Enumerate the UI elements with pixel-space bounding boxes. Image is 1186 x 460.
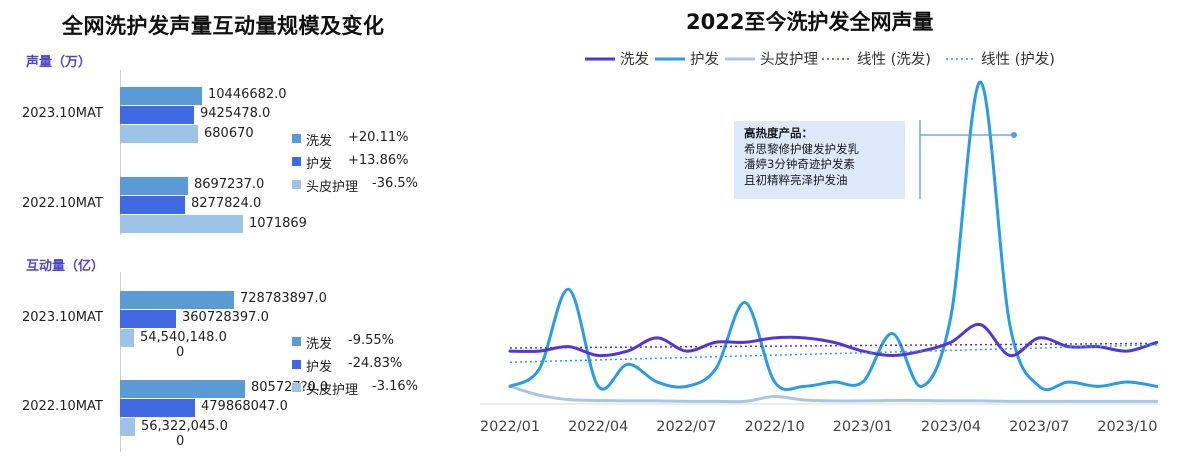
bar-value-label: 10446682.0 xyxy=(208,87,287,102)
bar-value-label-wrap: 0 xyxy=(176,345,185,360)
volume-section-label: 声量（万） xyxy=(26,55,92,70)
bar xyxy=(120,106,194,124)
category-label: 2023.10MAT xyxy=(22,106,103,121)
bar xyxy=(120,87,202,105)
x-tick-label: 2022/04 xyxy=(568,419,628,435)
bar-value-label: 1071869 xyxy=(249,216,307,231)
bar xyxy=(120,399,195,417)
x-tick-label: 2023/01 xyxy=(833,419,893,435)
legend-swatch xyxy=(292,180,301,189)
bar-axis xyxy=(120,70,121,235)
legend-label: 线性 (护发) xyxy=(981,51,1055,68)
bar-value-label-wrap: 0 xyxy=(176,434,185,449)
legend-label: 洗发 xyxy=(620,51,649,68)
legend-label: 护发 xyxy=(306,360,333,375)
bar-value-label: 805727?0.0 xyxy=(251,380,329,395)
legend-label: 洗发 xyxy=(306,134,333,149)
bar-value-label: 8277824.0 xyxy=(191,196,262,211)
bar xyxy=(120,215,243,233)
bar xyxy=(120,310,176,328)
x-tick-label: 2023/10 xyxy=(1097,419,1157,435)
left-chart-title: 全网洗护发声量互动量规模及变化 xyxy=(62,14,385,38)
legend-change: -24.83% xyxy=(348,356,403,371)
bar xyxy=(120,177,188,195)
legend-change: -36.5% xyxy=(372,176,418,191)
bar xyxy=(120,418,135,436)
annotation-box: 高热度产品： 希思黎修护健发护发乳 潘婷3分钟奇迹护发素 且初精粹亮泽护发油 xyxy=(734,121,905,199)
right-chart-title: 2022至今洗护发全网声量 xyxy=(686,10,934,34)
category-label: 2022.10MAT xyxy=(22,399,103,414)
legend-change: -3.16% xyxy=(372,379,418,394)
x-tick-label: 2023/04 xyxy=(921,419,981,435)
x-tick-label: 2022/10 xyxy=(744,419,804,435)
category-label: 2023.10MAT xyxy=(22,310,103,325)
legend-label: 头皮护理 xyxy=(306,180,359,195)
legend-label: 头皮护理 xyxy=(306,383,359,398)
legend-change: +13.86% xyxy=(348,153,409,168)
bar-axis xyxy=(120,272,121,452)
annotation-dot xyxy=(1011,132,1017,138)
series-line xyxy=(508,80,1159,392)
legend-label: 护发 xyxy=(690,51,719,68)
x-tick-label: 2022/07 xyxy=(656,419,716,435)
legend-swatch xyxy=(292,383,301,392)
bar-value-label: 56,322,045.0 xyxy=(141,419,228,434)
x-tick-label: 2022/01 xyxy=(480,419,540,435)
annotation-heading: 高热度产品： xyxy=(744,126,813,140)
bar-value-label: 728783897.0 xyxy=(240,291,327,306)
legend-swatch xyxy=(292,360,301,369)
legend-label: 洗发 xyxy=(306,337,333,352)
interaction-section-label: 互动量（亿） xyxy=(26,259,105,274)
category-label: 2022.10MAT xyxy=(22,196,103,211)
bar xyxy=(120,125,198,143)
bar xyxy=(120,291,234,309)
series-line xyxy=(508,323,1159,358)
bar xyxy=(120,329,134,347)
annotation-line: 潘婷3分钟奇迹护发素 xyxy=(744,157,855,171)
bar-value-label: 54,540,148.0 xyxy=(140,330,227,345)
bar xyxy=(120,196,185,214)
bar-value-label: 360728397.0 xyxy=(182,310,269,325)
annotation-line: 且初精粹亮泽护发油 xyxy=(744,172,848,187)
bar-value-label: 9425478.0 xyxy=(200,106,271,121)
legend-label: 护发 xyxy=(306,157,333,172)
legend-label: 线性 (洗发) xyxy=(857,51,931,68)
legend-change: -9.55% xyxy=(348,333,394,348)
bar-value-label: 680670 xyxy=(204,126,254,141)
bar-value-label: 8697237.0 xyxy=(194,177,265,192)
legend-swatch xyxy=(292,337,301,346)
series-line xyxy=(508,384,1159,404)
bar-value-label: 479868047.0 xyxy=(201,399,288,414)
annotation-line: 希思黎修护健发护发乳 xyxy=(744,141,859,156)
trend-line xyxy=(509,344,1157,364)
bar xyxy=(120,380,245,398)
x-tick-label: 2023/07 xyxy=(1009,419,1069,435)
legend-swatch xyxy=(292,157,301,166)
legend-label: 头皮护理 xyxy=(760,51,818,68)
legend-change: +20.11% xyxy=(348,130,409,145)
legend-swatch xyxy=(292,134,301,143)
